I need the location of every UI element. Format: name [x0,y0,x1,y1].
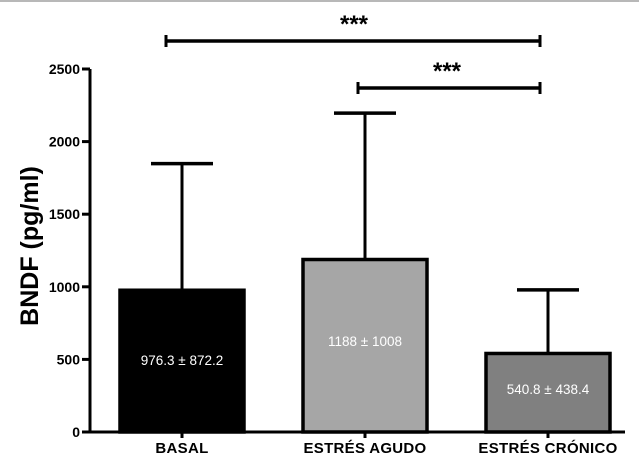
bar-estrés-agudo [301,257,429,434]
y-axis: 0 500 1000 1500 2000 2500 [49,61,92,440]
x-tick-label: ESTRÉS CRÓNICO [478,439,617,457]
top-border [0,0,639,2]
y-tick-label: 2500 [49,61,80,77]
x-axis: BASAL ESTRÉS AGUDO ESTRÉS CRÓNICO [88,430,625,457]
bar-value-label: 1188 ± 1008 [328,334,402,349]
y-axis-label: BNDF (pg/ml) [16,166,44,326]
y-tick-label: 0 [72,424,80,440]
significance-label: *** [433,58,462,85]
y-tick-label: 500 [57,351,81,367]
y-tick-label: 1000 [49,279,80,295]
x-tick-label: BASAL [155,440,208,457]
y-tick-label: 2000 [49,134,80,150]
significance-label: *** [340,11,369,38]
bar-value-label: 540.8 ± 438.4 [507,382,590,397]
bars: 976.3 ± 872.2 1188 ± 1008 540.8 ± 438.4 [118,111,612,434]
x-tick-label: ESTRÉS AGUDO [303,440,426,457]
significance-brackets: *** *** [164,11,542,94]
y-tick-label: 1500 [49,206,80,222]
bar-value-label: 976.3 ± 872.2 [141,353,223,368]
